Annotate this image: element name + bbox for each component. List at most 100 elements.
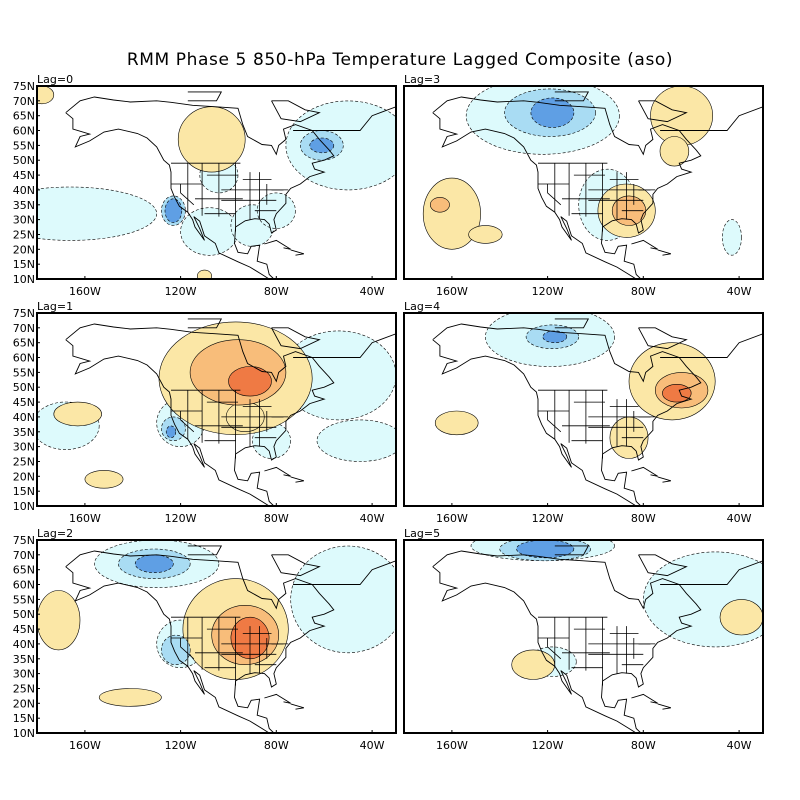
latitude-tick-label: 70N: [13, 549, 35, 562]
longitude-tick-label: 120W: [165, 512, 197, 525]
lag-label: Lag=1: [37, 300, 73, 313]
latitude-tick-label: 40N: [13, 411, 35, 424]
latitude-tick-label: 25N: [13, 683, 35, 696]
warm-anomaly-area: [719, 599, 763, 636]
longitude-tick-label: 120W: [532, 285, 564, 298]
longitude-tick-label: 80W: [264, 285, 289, 298]
coastline: [271, 554, 321, 577]
latitude-tick-label: 45N: [13, 396, 35, 409]
cold-anomaly-area: [722, 219, 742, 256]
latitude-tick-label: 75N: [13, 80, 35, 93]
latitude-tick-label: 70N: [13, 95, 35, 108]
longitude-tick-label: 160W: [69, 512, 101, 525]
latitude-tick-label: 60N: [13, 352, 35, 365]
cold-anomaly-area: [161, 634, 191, 666]
coastline: [657, 249, 672, 256]
coastline: [657, 476, 672, 483]
latitude-tick-label: 55N: [13, 366, 35, 379]
map-content: [422, 86, 763, 279]
panel-frame: [403, 539, 764, 734]
map-content: [37, 86, 396, 279]
lag-label: Lag=2: [37, 527, 73, 540]
longitude-tick-label: 160W: [436, 285, 468, 298]
lag-label: Lag=0: [37, 73, 73, 86]
warm-anomaly-area: [84, 470, 124, 489]
latitude-tick-label: 60N: [13, 125, 35, 138]
latitude-tick-label: 75N: [13, 307, 35, 320]
coastline: [638, 100, 688, 123]
coastline: [264, 466, 291, 477]
coastline: [638, 327, 688, 350]
latitude-tick-label: 50N: [13, 381, 35, 394]
coastline: [657, 703, 672, 710]
cold-anomaly-area: [290, 545, 396, 654]
coastline: [432, 323, 702, 506]
warm-anomaly-area: [429, 197, 450, 213]
lag-label: Lag=5: [404, 527, 440, 540]
longitude-tick-label: 160W: [69, 285, 101, 298]
coastline: [631, 466, 658, 477]
latitude-tick-label: 20N: [13, 470, 35, 483]
coastline: [554, 545, 590, 556]
cold-anomaly-area: [37, 186, 157, 241]
coastline: [631, 239, 658, 250]
longitude-tick-label: 40W: [360, 285, 385, 298]
coastline: [271, 100, 321, 123]
warm-anomaly-area: [662, 384, 692, 403]
latitude-tick-label: 15N: [13, 712, 35, 725]
state-border: [180, 411, 195, 433]
coastline: [271, 327, 321, 350]
latitude-tick-label: 10N: [13, 273, 35, 286]
longitude-tick-label: 40W: [727, 512, 752, 525]
longitude-tick-label: 80W: [631, 739, 656, 752]
coastline: [293, 86, 396, 131]
coastline: [660, 86, 763, 131]
coastline: [290, 249, 305, 256]
coastline: [432, 550, 702, 733]
state-border: [547, 638, 562, 660]
coastline: [638, 554, 688, 577]
latitude-tick-label: 70N: [13, 322, 35, 335]
longitude-tick-label: 80W: [264, 512, 289, 525]
latitude-tick-label: 15N: [13, 258, 35, 271]
longitude-tick-label: 120W: [165, 739, 197, 752]
warm-anomaly-area: [650, 86, 713, 146]
map-content: [432, 313, 763, 506]
cold-anomaly-area: [134, 554, 174, 573]
latitude-tick-label: 55N: [13, 139, 35, 152]
map-content: [432, 540, 763, 733]
state-border: [180, 638, 195, 660]
latitude-tick-label: 40N: [13, 184, 35, 197]
map-panel: Lag=3 160W 120W 80W 40W: [403, 73, 764, 298]
coastline: [290, 476, 305, 483]
longitude-tick-label: 120W: [532, 739, 564, 752]
latitude-tick-label: 45N: [13, 169, 35, 182]
map-panel: Lag=4 160W 120W 80W 40W: [403, 300, 764, 525]
coastline: [293, 313, 396, 358]
coastline: [554, 318, 590, 329]
longitude-tick-label: 40W: [727, 285, 752, 298]
latitude-tick-label: 35N: [13, 199, 35, 212]
state-border: [180, 184, 195, 206]
latitude-tick-label: 55N: [13, 593, 35, 606]
longitude-tick-label: 80W: [631, 512, 656, 525]
coastline: [554, 91, 590, 102]
longitude-tick-label: 160W: [436, 512, 468, 525]
coastline: [290, 703, 305, 710]
latitude-tick-label: 20N: [13, 243, 35, 256]
latitude-tick-label: 65N: [13, 564, 35, 577]
warm-anomaly-area: [468, 225, 503, 244]
latitude-tick-label: 35N: [13, 426, 35, 439]
latitude-tick-label: 30N: [13, 441, 35, 454]
cold-anomaly-area: [516, 540, 575, 559]
coastline: [264, 239, 291, 250]
state-border: [547, 411, 562, 433]
latitude-tick-label: 40N: [13, 638, 35, 651]
latitude-tick-label: 45N: [13, 623, 35, 636]
panel-frame: [403, 85, 764, 280]
latitude-tick-label: 65N: [13, 337, 35, 350]
panel-frame: [36, 312, 397, 507]
warm-anomaly-area: [511, 649, 556, 680]
